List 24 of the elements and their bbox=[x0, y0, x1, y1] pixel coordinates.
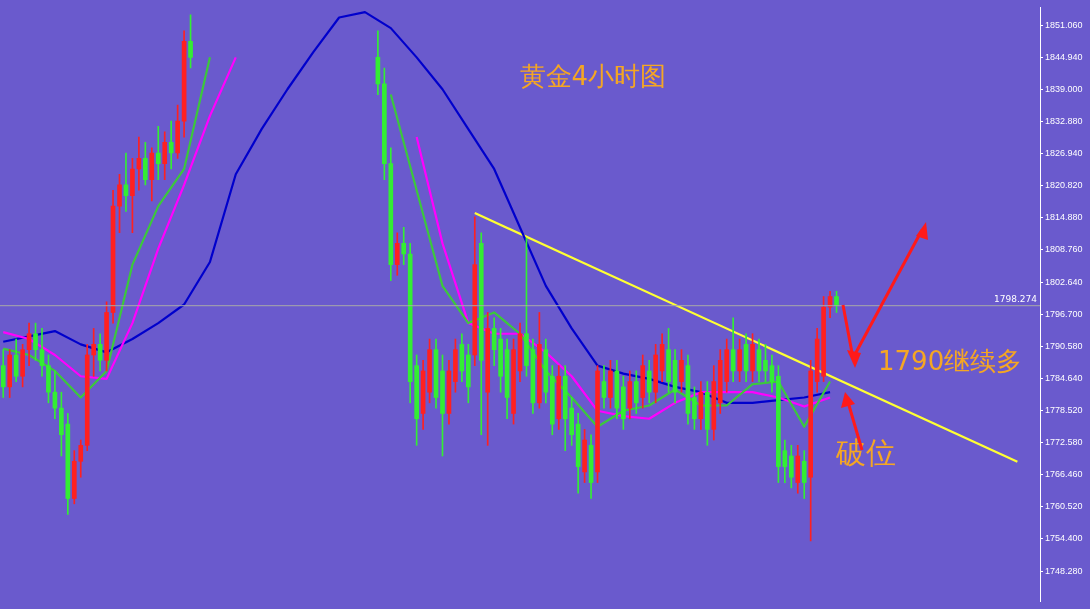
y-tick-label: 1851.060 bbox=[1045, 19, 1083, 30]
annotation: 破位 bbox=[835, 434, 896, 470]
y-tick-label: 1814.880 bbox=[1045, 211, 1083, 222]
y-tick-label: 1760.520 bbox=[1045, 500, 1083, 511]
y-tick-label: 1772.580 bbox=[1045, 436, 1083, 447]
y-tick-label: 1839.000 bbox=[1045, 83, 1083, 94]
y-tick-label: 1766.460 bbox=[1045, 469, 1083, 480]
candlestick bbox=[155, 126, 161, 180]
y-tick-label: 1790.580 bbox=[1045, 341, 1083, 352]
y-tick-label: 1802.640 bbox=[1045, 276, 1083, 287]
y-tick-label: 1796.700 bbox=[1045, 308, 1083, 319]
y-tick-label: 1844.940 bbox=[1045, 52, 1083, 63]
y-tick-label: 1832.880 bbox=[1045, 116, 1083, 127]
ref-line-label: 1798.274 bbox=[994, 293, 1038, 304]
y-tick-label: 1778.520 bbox=[1045, 405, 1083, 416]
y-tick-label: 1826.940 bbox=[1045, 147, 1083, 158]
y-tick-label: 1820.820 bbox=[1045, 180, 1083, 191]
candlestick bbox=[168, 120, 174, 170]
annotation: 1790继续多 bbox=[878, 345, 1023, 376]
y-tick-label: 1784.640 bbox=[1045, 372, 1083, 383]
y-tick-label: 1808.760 bbox=[1045, 244, 1083, 255]
y-tick-label: 1754.400 bbox=[1045, 533, 1083, 544]
y-tick-label: 1748.280 bbox=[1045, 565, 1083, 576]
text: 黄金4小时图 bbox=[519, 60, 667, 91]
